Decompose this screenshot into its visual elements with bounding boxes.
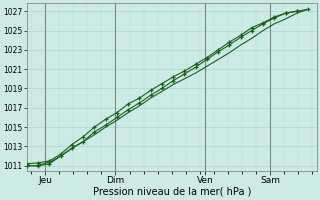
- X-axis label: Pression niveau de la mer( hPa ): Pression niveau de la mer( hPa ): [92, 187, 251, 197]
